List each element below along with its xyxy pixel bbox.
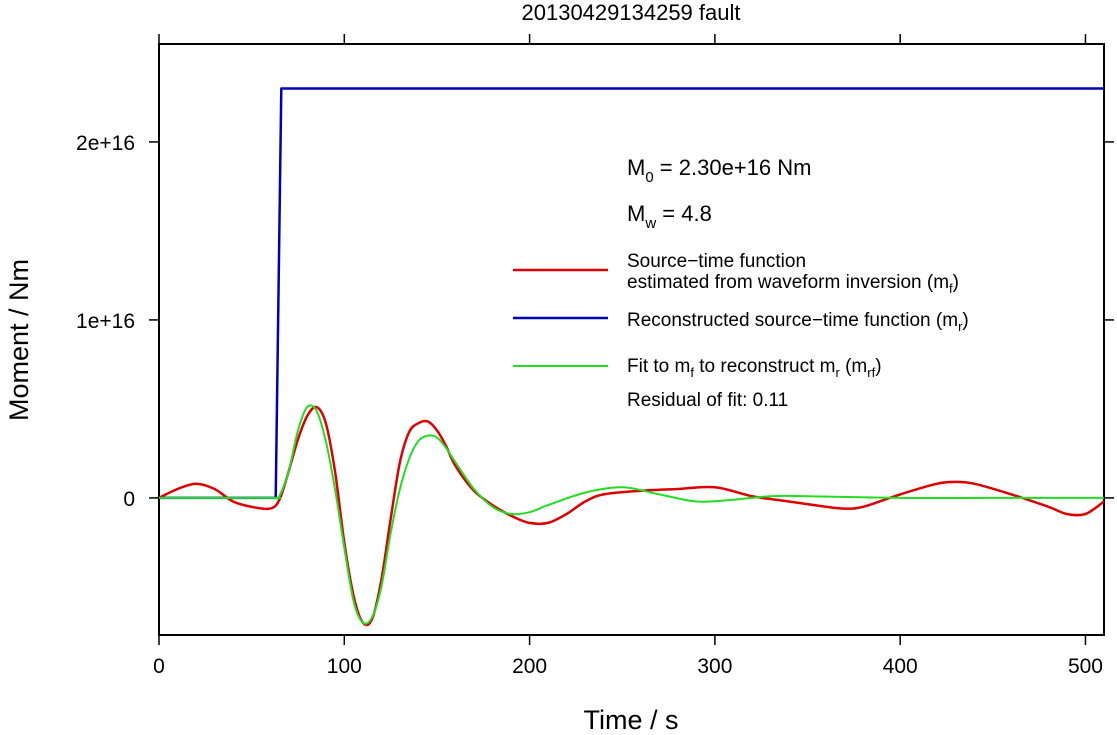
x-tick-label: 500 bbox=[1068, 655, 1103, 678]
annotation-mw: Mw = 4.8 bbox=[627, 201, 712, 232]
x-tick-label: 200 bbox=[512, 655, 547, 678]
legend-label-reconstructed: Reconstructed source−time function (mr) bbox=[627, 310, 969, 334]
y-axis-title: Moment / Nm bbox=[4, 259, 34, 421]
legend-label-inversion-line1: Source−time function bbox=[627, 251, 806, 272]
y-tick-label: 2e+16 bbox=[76, 132, 135, 155]
mw-base: M bbox=[627, 201, 645, 226]
series-line-reconstructed bbox=[159, 87, 1104, 500]
series-lines bbox=[158, 87, 1105, 627]
legend-label-inversion-line2: estimated from waveform inversion (mf) bbox=[627, 272, 959, 296]
legend: Source−time function estimated from wave… bbox=[513, 251, 969, 411]
m0-text: = 2.30e+16 Nm bbox=[654, 155, 812, 180]
axis-ticks: 0 100 200 300 400 500 0 1e+16 2e+16 bbox=[76, 34, 1114, 678]
m0-base: M bbox=[627, 155, 645, 180]
x-tick-label: 300 bbox=[697, 655, 732, 678]
mw-sub: w bbox=[644, 215, 656, 232]
svg-text:M0 = 2.30e+16 Nm: M0 = 2.30e+16 Nm bbox=[627, 155, 811, 186]
residual-text: Residual of fit: 0.11 bbox=[627, 390, 788, 411]
y-tick-label: 1e+16 bbox=[76, 310, 135, 333]
annotation-m0: M0 = 2.30e+16 Nm bbox=[627, 155, 811, 186]
svg-text:Mw = 4.8: Mw = 4.8 bbox=[627, 201, 712, 232]
plot-border bbox=[158, 43, 1105, 636]
plot-frame bbox=[158, 43, 1105, 636]
x-tick-label: 100 bbox=[327, 655, 362, 678]
x-tick-label: 0 bbox=[153, 655, 165, 678]
series-line-fit bbox=[158, 404, 1104, 625]
mw-text: = 4.8 bbox=[656, 201, 712, 226]
legend-label-fit: Fit to mf to reconstruct mr (mrf) bbox=[627, 356, 882, 380]
x-axis-title: Time / s bbox=[583, 705, 678, 735]
y-tick-label: 0 bbox=[123, 488, 135, 511]
chart-title: 20130429134259 fault bbox=[522, 0, 741, 25]
m0-sub: 0 bbox=[645, 169, 653, 186]
x-tick-label: 400 bbox=[883, 655, 918, 678]
series-line-inversion bbox=[158, 405, 1105, 627]
